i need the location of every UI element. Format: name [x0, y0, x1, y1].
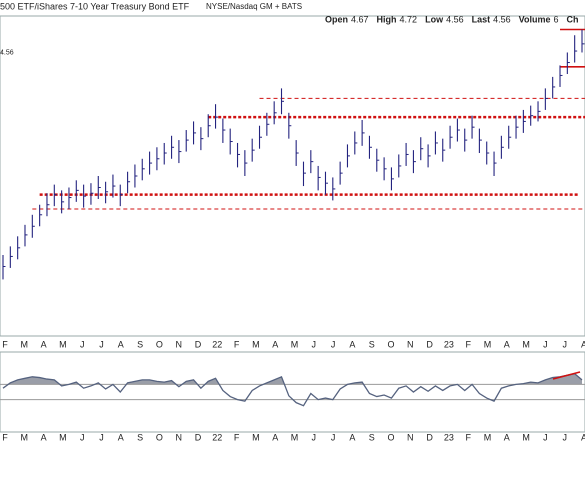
x-tick-label: A: [118, 432, 124, 442]
x-tick-label: J: [543, 339, 548, 349]
x-tick-label: F: [465, 339, 471, 349]
x-tick-label: M: [252, 339, 260, 349]
x-tick-label: J: [562, 339, 567, 349]
x-tick-label: J: [562, 432, 567, 442]
trend-annotation: [552, 371, 581, 380]
x-tick-label: A: [349, 339, 355, 349]
x-tick-label: M: [59, 339, 67, 349]
x-tick-label: M: [252, 432, 260, 442]
x-tick-label: O: [387, 339, 394, 349]
stat-label: Last: [472, 14, 491, 24]
x-tick-label: M: [522, 339, 530, 349]
x-tick-label: F: [234, 432, 240, 442]
stat-label: Open: [325, 14, 348, 24]
x-tick-label: A: [504, 339, 510, 349]
x-tick-label: A: [581, 339, 585, 349]
x-tick-label: D: [195, 432, 202, 442]
x-tick-label: M: [21, 432, 29, 442]
stat-value: 4.56: [493, 14, 511, 24]
x-tick-label: J: [331, 432, 336, 442]
stat-label: High: [377, 14, 397, 24]
x-tick-label: A: [504, 432, 510, 442]
indicator-line: [2, 373, 583, 407]
x-tick-label: F: [2, 339, 8, 349]
stat-label: Low: [425, 14, 444, 24]
x-tick-label: 23: [444, 339, 454, 349]
x-tick-label: S: [137, 339, 143, 349]
x-tick-label: N: [407, 432, 414, 442]
x-tick-label: 22: [212, 339, 222, 349]
x-tick-label: 23: [444, 432, 454, 442]
x-tick-label: J: [99, 339, 104, 349]
exchange: NYSE/Nasdaq GM + BATS: [206, 2, 302, 11]
x-tick-label: O: [156, 339, 163, 349]
x-tick-label: F: [234, 339, 240, 349]
x-tick-label: M: [484, 432, 492, 442]
x-tick-label: A: [272, 432, 278, 442]
x-tick-label: M: [291, 339, 299, 349]
x-tick-label: M: [522, 432, 530, 442]
x-tick-label: D: [426, 432, 433, 442]
x-tick-label: F: [465, 432, 471, 442]
x-tick-label: A: [272, 339, 278, 349]
x-tick-label: D: [195, 339, 202, 349]
y-tick-label: 4.56: [0, 49, 14, 56]
x-tick-label: N: [175, 432, 182, 442]
stat-value: 4.72: [400, 14, 418, 24]
stat-label: Volume: [519, 14, 551, 24]
price-panel: [0, 15, 585, 337]
x-tick-label: J: [99, 432, 104, 442]
x-tick-label: J: [543, 432, 548, 442]
x-tick-label: S: [137, 432, 143, 442]
x-tick-label: A: [581, 432, 585, 442]
x-tick-label: M: [291, 432, 299, 442]
x-tick-label: M: [484, 339, 492, 349]
x-tick-label: F: [2, 432, 8, 442]
x-tick-label: A: [118, 339, 124, 349]
x-tick-label: J: [80, 432, 85, 442]
x-tick-label: M: [21, 339, 29, 349]
indicator-panel: [0, 351, 585, 433]
x-tick-label: 22: [212, 432, 222, 442]
x-tick-label: M: [59, 432, 67, 442]
x-tick-label: S: [369, 339, 375, 349]
x-tick-label: A: [41, 432, 47, 442]
x-tick-label: D: [426, 339, 433, 349]
x-tick-label: A: [349, 432, 355, 442]
chart-title: 500 ETF/iShares 7-10 Year Treasury Bond …: [0, 1, 190, 11]
x-tick-label: O: [387, 432, 394, 442]
x-tick-label: J: [312, 339, 317, 349]
indicator-area: [3, 373, 582, 385]
stat-label: Ch: [567, 14, 579, 24]
x-tick-label: S: [369, 432, 375, 442]
x-tick-label: J: [331, 339, 336, 349]
stat-value: 4.67: [351, 14, 369, 24]
x-tick-label: N: [175, 339, 182, 349]
x-tick-label: J: [312, 432, 317, 442]
x-tick-label: A: [41, 339, 47, 349]
stat-value: 6: [554, 14, 559, 24]
x-tick-label: O: [156, 432, 163, 442]
x-tick-label: N: [407, 339, 414, 349]
stat-value: 4.56: [446, 14, 464, 24]
x-tick-label: J: [80, 339, 85, 349]
